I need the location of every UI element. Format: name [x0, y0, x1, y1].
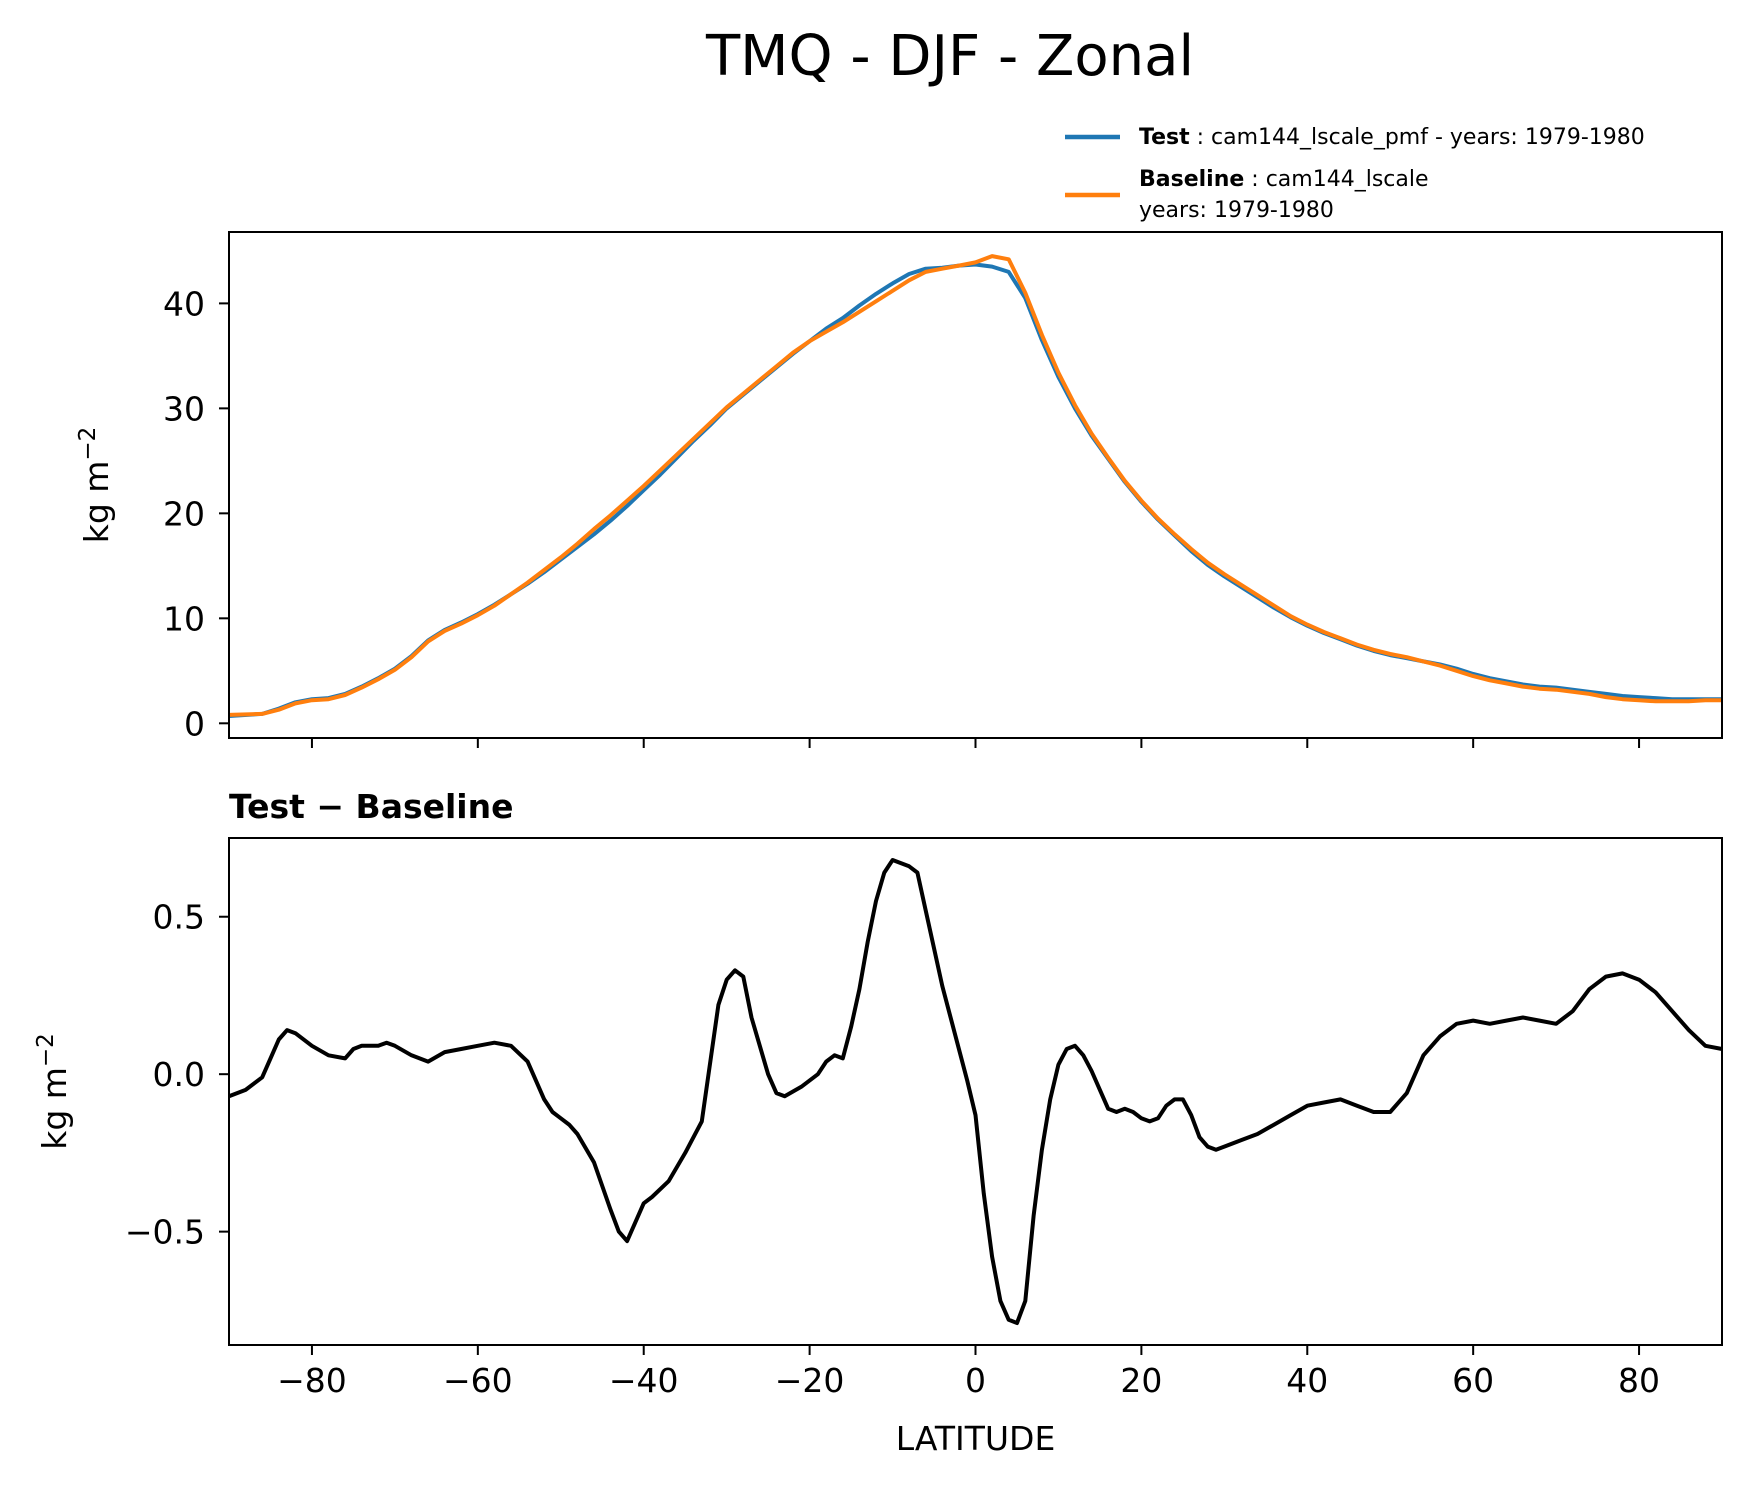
legend-label-baseline-line2: years: 1979-1980 [1139, 198, 1334, 223]
x-tick-label: 20 [1120, 1361, 1162, 1400]
top-panel: 0 10 20 30 40 kg m−2 [75, 231, 1723, 748]
figure-title: TMQ - DJF - Zonal [705, 24, 1194, 89]
x-tick-label: 0 [965, 1361, 986, 1400]
series-line-test [228, 262, 1722, 718]
series-line-difference [228, 858, 1723, 1325]
x-tick-label: 60 [1452, 1361, 1494, 1400]
y-tick-label: 0.0 [153, 1055, 205, 1094]
x-tick-label: −20 [775, 1361, 845, 1400]
series-line-baseline [228, 254, 1722, 717]
legend: Test : cam144_lscale_pmf - years: 1979-1… [1065, 125, 1645, 223]
y-axis-label: kg m−2 [75, 427, 116, 544]
x-tick-label: −40 [609, 1361, 679, 1400]
x-tick-label: −60 [443, 1361, 513, 1400]
x-tick-label: 40 [1286, 1361, 1328, 1400]
legend-test-name: Test [1139, 125, 1190, 150]
y-axis-label: kg m−2 [33, 1033, 74, 1150]
y-tick-label: 30 [163, 389, 205, 428]
x-axis-label: LATITUDE [896, 1419, 1056, 1458]
y-tick-label: 40 [163, 284, 205, 323]
axes-frame [228, 837, 1723, 1346]
x-tick-label: −80 [277, 1361, 347, 1400]
y-tick-label: −0.5 [125, 1213, 205, 1252]
legend-baseline-name: Baseline [1139, 167, 1244, 192]
bottom-panel: −80 −60 −40 −20 0 20 40 60 80 −0.5 0.0 0.5 kg m−2 Tes… [33, 787, 1723, 1458]
x-tick-label: 80 [1618, 1361, 1660, 1400]
legend-test-rest: : cam144_lscale_pmf - years: 1979-1980 [1197, 125, 1645, 150]
y-tick-label: 10 [163, 599, 205, 638]
axes-frame [228, 231, 1723, 739]
y-tick-label: 0 [184, 704, 205, 743]
y-tick-label: 0.5 [153, 898, 205, 937]
panel-title: Test − Baseline [229, 787, 514, 826]
legend-label-test: Test : cam144_lscale_pmf - years: 1979-1… [1139, 125, 1645, 150]
legend-baseline-rest: : cam144_lscale [1251, 167, 1428, 192]
y-tick-label: 20 [163, 494, 205, 533]
legend-label-baseline: Baseline : cam144_lscale [1139, 167, 1429, 192]
